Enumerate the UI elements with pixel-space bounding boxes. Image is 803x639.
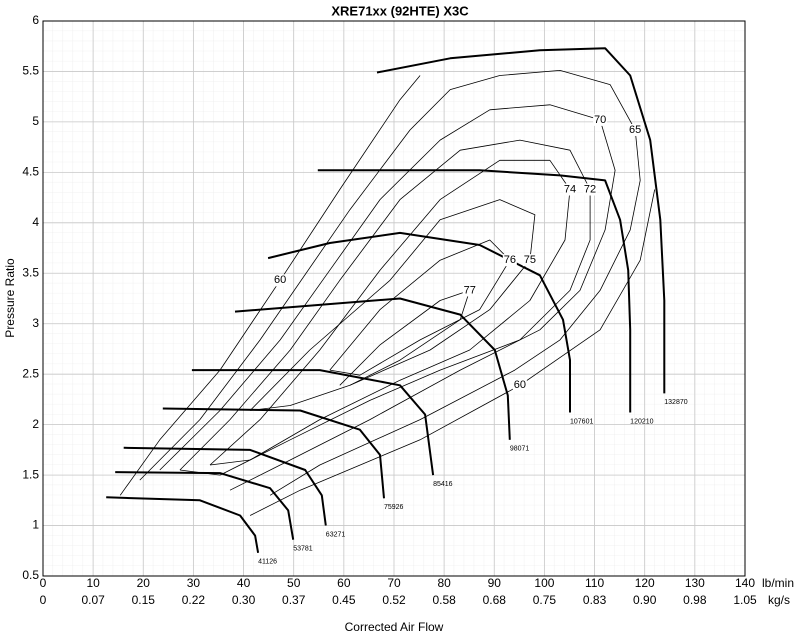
y-tick-label: 2.5 [22,366,39,380]
y-tick-label: 4 [32,215,39,229]
efficiency-label: 60 [514,379,526,391]
label-bg [502,254,517,267]
y-axis-label: Pressure Ratio [3,258,17,338]
efficiency-label: 74 [564,183,576,195]
x-tick-label: 90 [488,576,502,590]
series-line [249,199,536,411]
x-tick-label: 40 [237,576,251,590]
efficiency-label: 65 [629,124,641,136]
x2-tick-label: 0.30 [232,593,256,607]
speed-label: 85416 [433,481,453,488]
label-bg [628,123,643,136]
x2-tick-label: 0.68 [483,593,507,607]
x2-tick-label: 0.45 [332,593,356,607]
label-bg [462,284,477,297]
x-tick-label: 120 [635,576,655,590]
y-tick-label: 5 [32,114,39,128]
x-tick-label: 0 [40,576,47,590]
series-line [317,169,632,413]
efficiency-label: 60 [274,274,286,286]
y-tick-label: 4.5 [22,165,39,179]
speed-label: 63271 [326,531,346,538]
y-tick-label: 1 [32,518,39,532]
x2-tick-label: 0.15 [132,593,156,607]
x2-tick-label: 0 [40,593,47,607]
efficiency-label: 70 [594,114,606,126]
x-tick-label: 130 [685,576,705,590]
efficiency-label: 77 [464,284,476,296]
x-tick-label: 100 [534,576,554,590]
x-tick-label: 20 [137,576,151,590]
plot-frame [42,20,746,577]
y-tick-label: 0.5 [22,568,39,582]
x-tick-label: 50 [287,576,301,590]
series-line [139,70,641,496]
series-line [234,297,511,440]
speed-label: 53781 [293,546,313,553]
series-line [106,496,260,553]
x2-tick-label: 0.22 [182,593,206,607]
speed-label: 41126 [258,559,277,566]
y-tick-label: 5.5 [22,64,39,78]
x-tick-label: 30 [187,576,201,590]
speed-label: 98071 [510,446,530,453]
y-tick-label: 3 [32,316,39,330]
x-tick-label: 60 [337,576,351,590]
x-unit: lb/min [762,576,794,590]
label-bg [593,113,608,126]
chart-title: XRE71xx (92HTE) X3C [331,3,469,18]
series-line [191,369,435,476]
x2-tick-label: 0.58 [432,593,456,607]
y-tick-label: 6 [32,13,39,27]
speed-label: 75926 [384,504,404,511]
speed-label: 132870 [664,399,687,406]
x2-tick-label: 0.83 [583,593,607,607]
efficiency-label: 76 [504,254,516,266]
x2-unit: kg/s [768,593,790,607]
label-bg [512,379,527,392]
label-bg [583,183,598,196]
label-bg [273,274,288,287]
x-tick-label: 110 [585,576,604,590]
x2-tick-label: 0.07 [81,593,105,607]
series-line [376,47,666,394]
y-tick-label: 3.5 [22,265,39,279]
efficiency-label: 72 [584,183,596,195]
series-line [115,471,295,540]
x2-tick-label: 0.37 [282,593,306,607]
y-tick-label: 2 [32,417,39,431]
series-line [123,446,327,526]
x2-tick-label: 0.52 [382,593,406,607]
label-bg [522,254,537,267]
x-tick-label: 140 [735,576,755,590]
efficiency-label: 75 [524,254,536,266]
speed-label: 107601 [570,418,593,425]
x2-tick-label: 0.98 [683,593,707,607]
label-bg [563,183,578,196]
y-tick-label: 1.5 [22,467,39,481]
x2-tick-label: 0.90 [633,593,657,607]
x2-tick-label: 0.75 [533,593,557,607]
x-tick-label: 80 [437,576,451,590]
plot-area: 41126 53781 63271 75926 85416 98071 107601 1202… [42,20,746,577]
x-tick-label: 10 [86,576,100,590]
x2-tick-label: 1.05 [733,593,757,607]
x-axis-label: Corrected Air Flow [345,620,444,634]
x-tick-label: 70 [387,576,401,590]
speed-label: 120210 [630,418,653,425]
